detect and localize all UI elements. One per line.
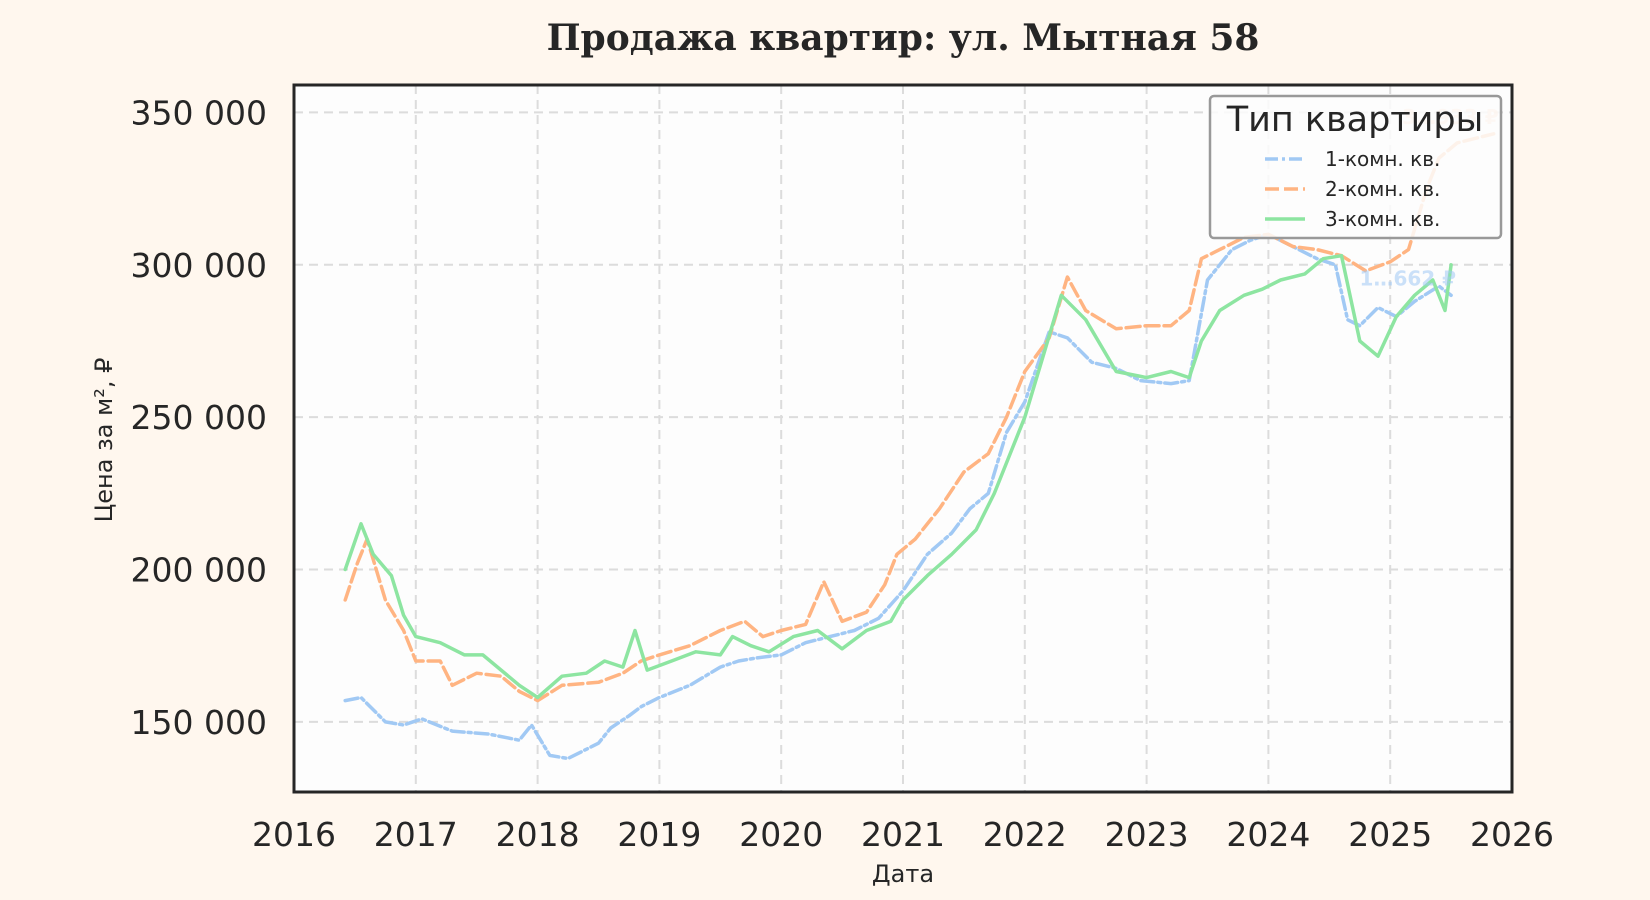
x-tick-label: 2023 <box>1105 815 1189 854</box>
legend-label-2: 2-комн. кв. <box>1325 177 1440 201</box>
grid <box>294 85 1512 792</box>
legend-label-3: 3-комн. кв. <box>1325 207 1440 231</box>
series-line-3 <box>343 253 1453 700</box>
x-tick-label: 2024 <box>1226 815 1310 854</box>
series-end-label-1: 1…662 ₽ <box>1360 266 1457 290</box>
x-tick-label: 2017 <box>374 815 458 854</box>
x-tick-label: 2018 <box>496 815 580 854</box>
series-line-2 <box>343 132 1496 703</box>
legend-items: 1-комн. кв. 2-комн. кв. 3-комн. кв. <box>1265 147 1440 231</box>
y-tick-label: 200 000 <box>131 551 267 590</box>
legend-label-1: 1-комн. кв. <box>1325 147 1440 171</box>
legend-title: Тип квартиры <box>1226 100 1484 140</box>
series-line-1 <box>343 232 1453 761</box>
x-tick-label: 2026 <box>1470 815 1554 854</box>
series-lines <box>343 132 1496 761</box>
x-axis-ticks: 2016 2017 2018 2019 2020 2021 2022 2023 2024 2025… <box>252 815 1554 854</box>
x-tick-label: 2016 <box>252 815 336 854</box>
y-tick-label: 300 000 <box>131 246 267 285</box>
x-tick-label: 2020 <box>739 815 823 854</box>
x-axis-label: Дата <box>872 860 934 888</box>
chart-title: Продажа квартир: ул. Мытная 58 <box>547 17 1260 59</box>
y-tick-label: 350 000 <box>131 93 267 132</box>
x-tick-label: 2019 <box>617 815 701 854</box>
legend-box <box>1208 94 1503 240</box>
y-tick-label: 250 000 <box>131 398 267 437</box>
legend: Тип квартиры 1-комн. кв. 2-комн. кв. 3-ком… <box>1208 94 1503 240</box>
y-tick-label: 150 000 <box>131 703 267 742</box>
y-axis-label: Цена за м², ₽ <box>90 358 118 523</box>
x-tick-label: 2021 <box>861 815 945 854</box>
x-tick-label: 2022 <box>983 815 1067 854</box>
x-tick-label: 2025 <box>1348 815 1432 854</box>
y-axis-ticks: 150 000 200 000 250 000 300 000 350 000 <box>131 93 267 741</box>
plot-frame <box>292 83 1514 794</box>
